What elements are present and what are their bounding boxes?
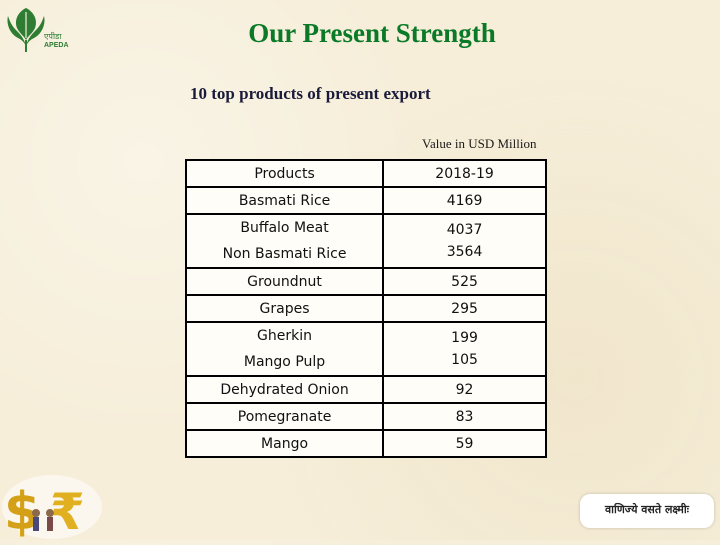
product-name: Grapes bbox=[259, 300, 310, 317]
table-row: Dehydrated Onion 92 bbox=[184, 375, 547, 404]
product-name: Mango Pulp bbox=[243, 354, 326, 370]
table-row: Pomegranate 83 bbox=[184, 402, 547, 431]
product-name: Gherkin bbox=[257, 328, 313, 344]
product-name: Buffalo Meat bbox=[240, 220, 329, 236]
value-cell: 4037 3564 bbox=[382, 213, 547, 269]
product-cell: Gherkin Mango Pulp bbox=[184, 321, 385, 377]
product-name: Mango bbox=[261, 435, 309, 452]
export-value: 92 bbox=[455, 381, 474, 398]
value-cell: 59 bbox=[382, 429, 547, 458]
unit-note: Value in USD Million bbox=[422, 136, 537, 151]
motto-badge: वाणिज्ये वसते लक्ष्मीः bbox=[580, 494, 714, 528]
page-subtitle: 10 top products of present export bbox=[190, 84, 431, 103]
value-cell: 83 bbox=[382, 402, 547, 431]
product-name: Pomegranate bbox=[237, 408, 332, 425]
motto-text: वाणिज्ये वसते लक्ष्मीः bbox=[605, 503, 689, 516]
svg-text:₹: ₹ bbox=[50, 483, 85, 540]
value-cell: 199 105 bbox=[382, 321, 547, 377]
logo-hindi-name: एपीडा bbox=[44, 32, 62, 41]
export-value: 105 bbox=[451, 352, 478, 368]
export-value: 4037 bbox=[446, 222, 483, 238]
table-row: Gherkin Mango Pulp 199 105 bbox=[184, 321, 547, 377]
product-name: Non Basmati Rice bbox=[222, 246, 347, 262]
product-name: Groundnut bbox=[247, 273, 322, 290]
table-row: Mango 59 bbox=[184, 429, 547, 458]
value-cell: 525 bbox=[382, 267, 547, 296]
apeda-leaf-logo bbox=[7, 8, 45, 52]
table-row: Buffalo Meat Non Basmati Rice 4037 3564 bbox=[184, 213, 547, 269]
product-cell: Mango bbox=[184, 429, 385, 458]
header-year: 2018-19 bbox=[382, 159, 547, 188]
product-cell: Basmati Rice bbox=[184, 186, 385, 215]
logo-brand: APEDA bbox=[44, 42, 69, 49]
export-value: 59 bbox=[455, 435, 474, 452]
page-title: Our Present Strength bbox=[248, 18, 496, 48]
export-value: 199 bbox=[451, 330, 478, 346]
product-name: Basmati Rice bbox=[238, 192, 331, 209]
table-row: Groundnut 525 bbox=[184, 267, 547, 296]
product-name: Dehydrated Onion bbox=[220, 381, 349, 398]
value-cell: 4169 bbox=[382, 186, 547, 215]
export-table: Products 2018-19 Basmati Rice 4169 Buffa… bbox=[184, 159, 547, 458]
export-value: 4169 bbox=[446, 192, 483, 209]
table-row: Grapes 295 bbox=[184, 294, 547, 323]
product-cell: Buffalo Meat Non Basmati Rice bbox=[184, 213, 385, 269]
dollar-rupee-coins-icon: $ ₹ bbox=[2, 475, 102, 542]
export-value: 525 bbox=[451, 273, 478, 290]
apeda-logo bbox=[4, 4, 74, 54]
product-cell: Pomegranate bbox=[184, 402, 385, 431]
table-header-row: Products 2018-19 bbox=[184, 159, 547, 188]
header-products: Products bbox=[184, 159, 385, 188]
table-row: Basmati Rice 4169 bbox=[184, 186, 547, 215]
value-cell: 295 bbox=[382, 294, 547, 323]
product-cell: Groundnut bbox=[184, 267, 385, 296]
logo-text: एपीडा APEDA bbox=[44, 32, 69, 50]
product-cell: Dehydrated Onion bbox=[184, 375, 385, 404]
value-cell: 92 bbox=[382, 375, 547, 404]
export-value: 83 bbox=[455, 408, 474, 425]
currency-graphic: $ ₹ bbox=[0, 463, 104, 542]
product-cell: Grapes bbox=[184, 294, 385, 323]
export-value: 3564 bbox=[446, 244, 483, 260]
export-value: 295 bbox=[451, 300, 478, 317]
